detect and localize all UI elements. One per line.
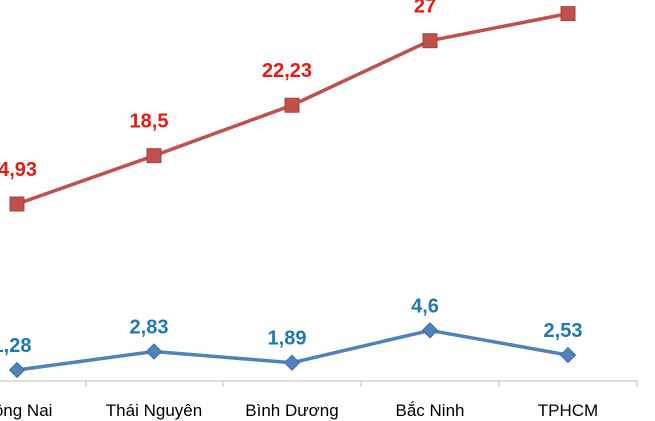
data-label: 18,5 [130,111,169,133]
data-point-marker [283,354,301,371]
data-label: 2,83 [130,317,169,339]
x-tick-label: Bình Dương [245,401,338,420]
x-tick-label: Bắc Ninh [396,401,465,420]
data-label: 4,6 [411,295,439,317]
data-label: 1,89 [268,328,307,350]
data-point-marker [9,196,25,212]
data-label: 14,93 [0,159,37,181]
data-label: 27 [414,0,436,18]
data-point-marker [560,6,576,22]
data-point-marker [422,33,438,49]
data-label: 22,23 [262,60,312,82]
data-point-marker [284,97,300,113]
data-point-marker [8,361,26,379]
data-label: 2,53 [544,320,583,342]
data-point-marker [146,148,162,164]
data-point-marker [559,346,577,364]
data-label: 1,28 [0,335,31,357]
x-tick-label: TPHCM [538,401,598,420]
data-point-marker [145,343,163,360]
x-tick-label: Đồng Nai [0,401,52,420]
x-tick-label: Thái Nguyên [106,401,202,420]
data-point-marker [421,322,439,339]
